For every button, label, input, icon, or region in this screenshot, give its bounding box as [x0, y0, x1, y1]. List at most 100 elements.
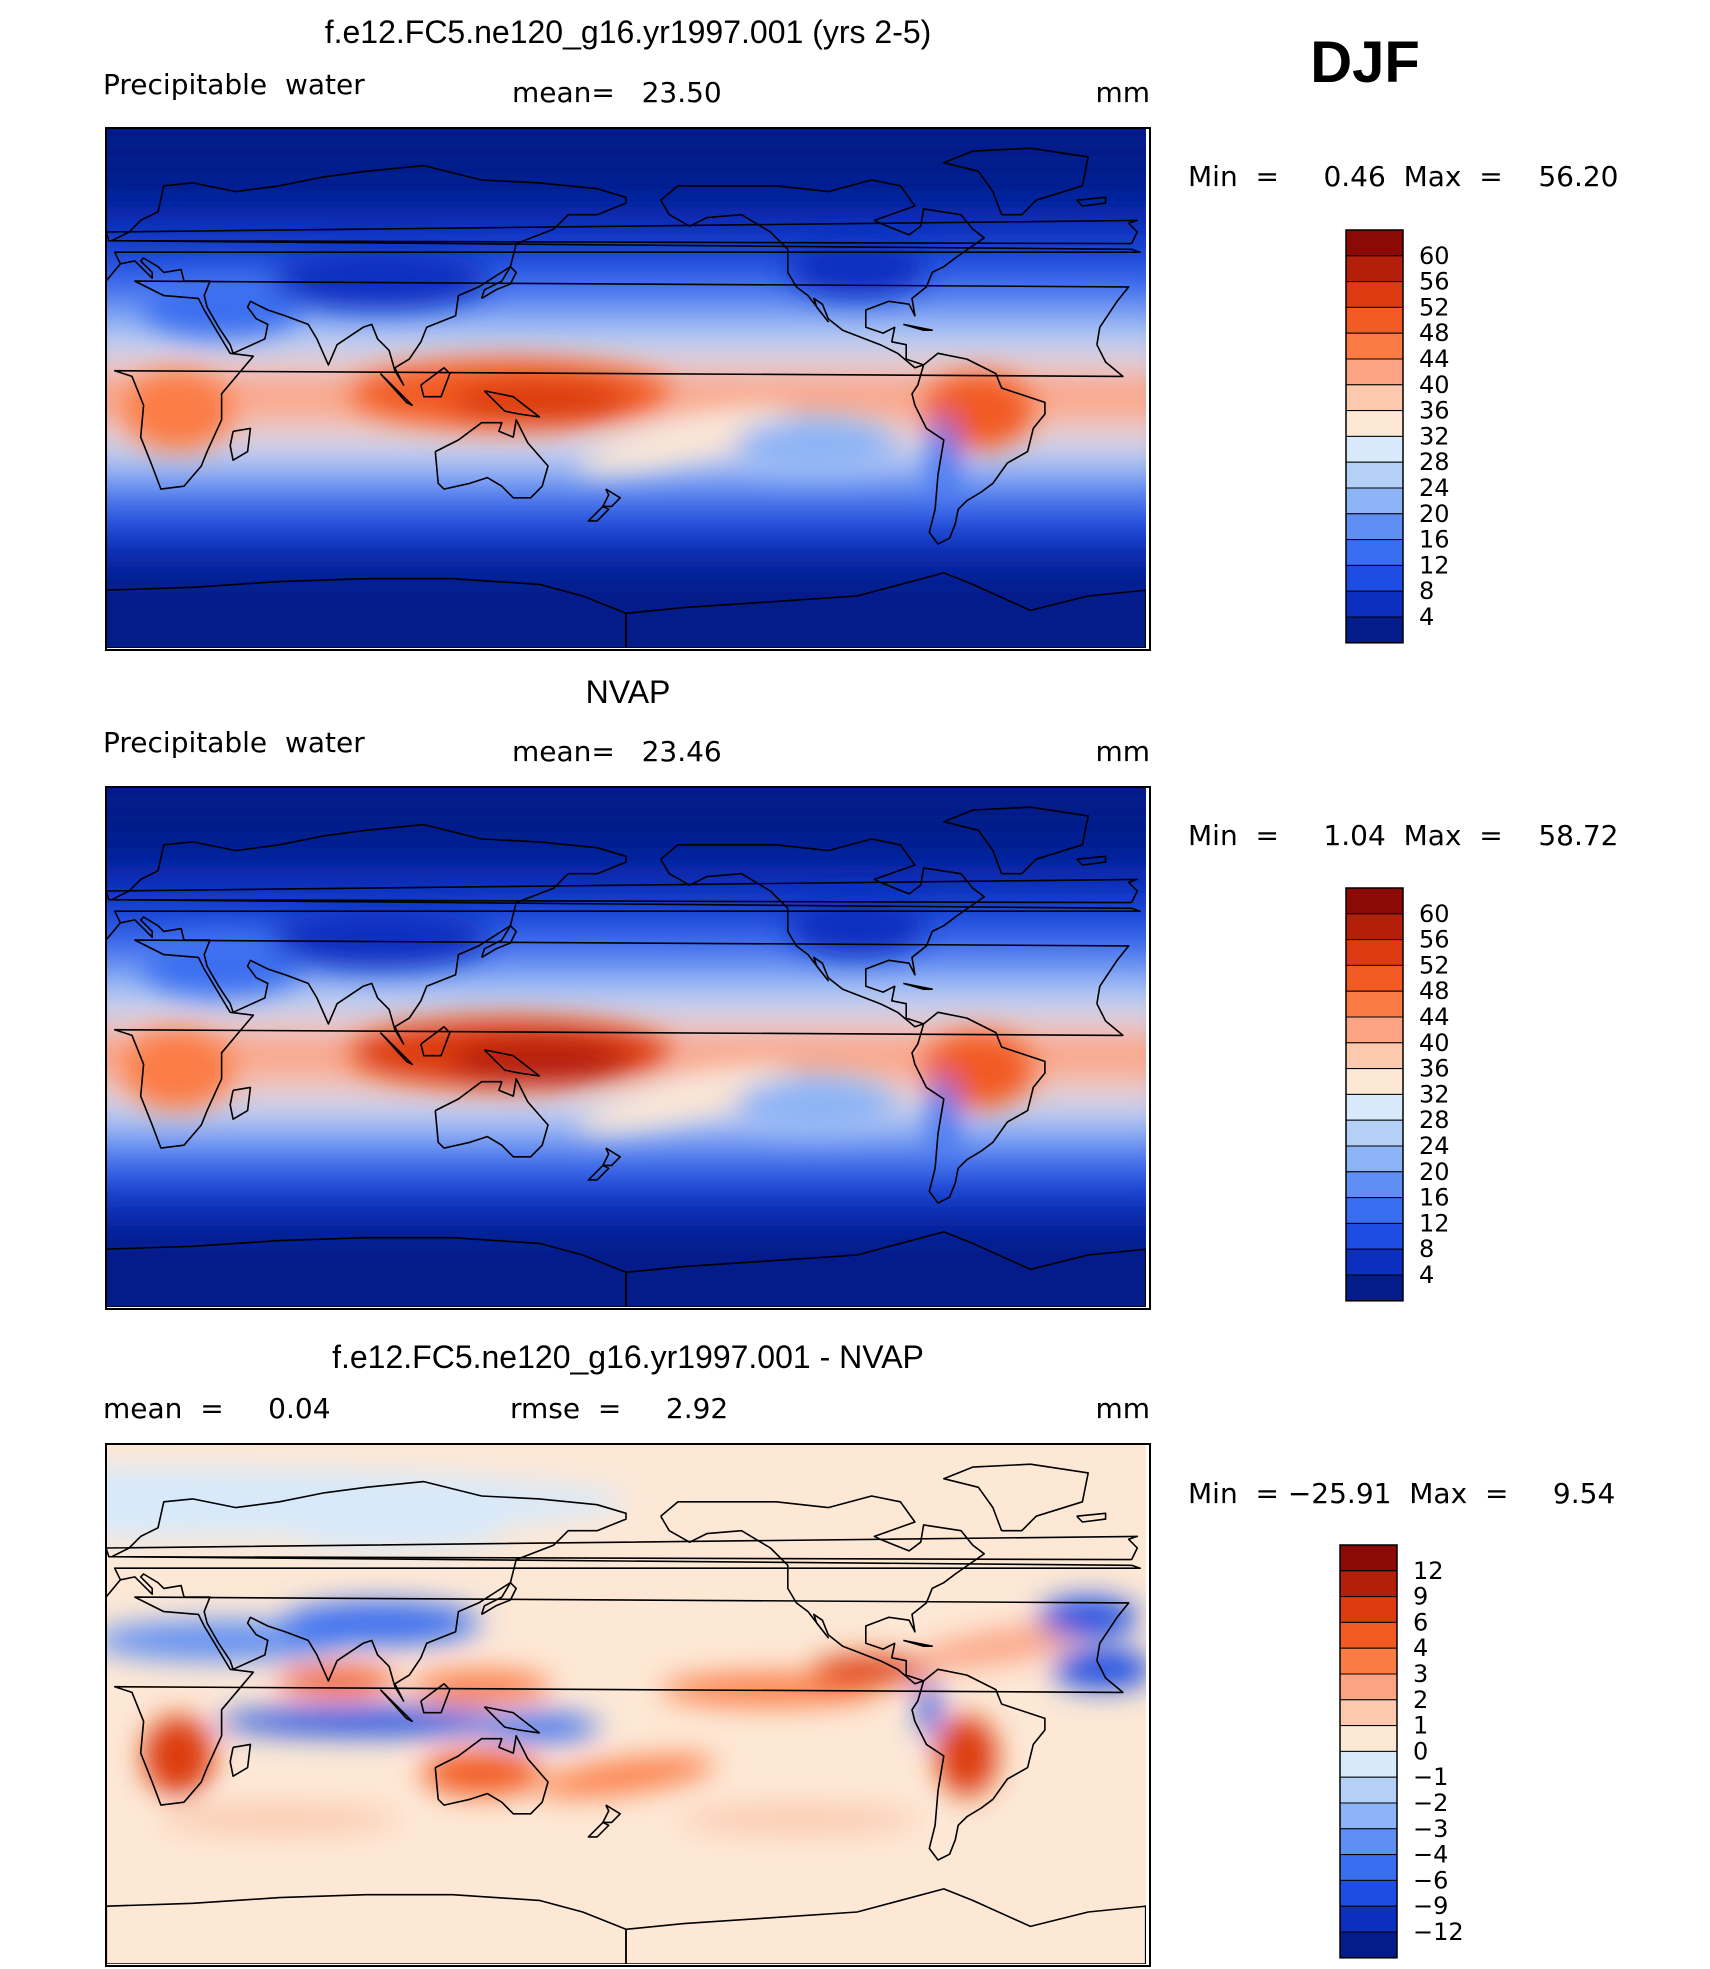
colorbar-tick-label: 24: [1419, 474, 1450, 502]
min-max-label: Min = −25.91 Max = 9.54: [1188, 1477, 1615, 1510]
colorbar-tick-label: 1: [1413, 1712, 1428, 1740]
map-frame: [105, 786, 1151, 1310]
colorbar-box: [1339, 1879, 1398, 1907]
colorbar-box: [1345, 1016, 1404, 1044]
colorbar-tick-label: 56: [1419, 926, 1450, 954]
coastline: [379, 373, 414, 407]
colorbar-box: [1345, 1274, 1404, 1302]
atlantic-pos: [912, 1624, 1091, 1669]
coastline: [106, 1535, 1139, 1561]
colorbar-box: [1345, 435, 1404, 463]
coastline: [106, 823, 1141, 1047]
colorbar-box: [1345, 255, 1404, 283]
coastline: [106, 1480, 1141, 1704]
coastline: [1076, 1512, 1107, 1523]
colorbar-box: [1339, 1596, 1398, 1623]
coastline: [483, 390, 541, 418]
panel-obs: NVAP Precipitable water mean= 23.46 mm M…: [103, 674, 1619, 1310]
colorbar-tick-label: 6: [1413, 1608, 1428, 1636]
na-dry: [787, 895, 928, 956]
colorbar-tick-label: 52: [1419, 951, 1450, 979]
colorbar-tick-label: 12: [1419, 551, 1450, 579]
field-features: [123, 236, 1034, 506]
coastline: [911, 1011, 1046, 1204]
field-bands: [106, 156, 1146, 562]
coastline: [587, 505, 610, 522]
colorbar-box: [1345, 539, 1404, 566]
field-band: [106, 1168, 1146, 1192]
map-area: [106, 787, 1146, 1307]
colorbar-tick-label: 16: [1419, 526, 1450, 554]
colorbar-tick-label: 2: [1413, 1686, 1428, 1714]
spcz-pos: [536, 1756, 716, 1797]
coastline: [379, 1032, 414, 1066]
colorbar-box: [1339, 1725, 1398, 1752]
coastline: [625, 572, 1146, 648]
colorbar-box: [1345, 306, 1404, 334]
coastline: [625, 1231, 1146, 1307]
colorbar-tick-label: 0: [1413, 1737, 1428, 1765]
colorbar-box: [1345, 564, 1404, 592]
coastline: [660, 179, 986, 369]
coastline: [911, 352, 1046, 545]
pacific-neg: [479, 1713, 600, 1742]
colorbar-box: [1345, 332, 1404, 360]
field-band: [106, 1151, 1146, 1169]
coastline: [660, 838, 986, 1028]
colorbar-tick-label: −6: [1413, 1866, 1448, 1894]
colorbar-tick-label: −12: [1413, 1918, 1464, 1946]
colorbar-box: [1345, 384, 1404, 412]
colorbar-frame: [1339, 1544, 1398, 1959]
indian-pos: [277, 1666, 398, 1695]
mean-label: mean= 23.46: [512, 735, 722, 768]
colorbar-box: [1339, 1699, 1398, 1727]
colorbar-box: [1345, 1145, 1404, 1173]
coastline: [602, 488, 622, 508]
andes-dry: [929, 1074, 958, 1165]
africa-pos: [143, 1716, 214, 1796]
min-max-label: Min = 1.04 Max = 58.72: [1188, 819, 1619, 852]
spcz: [576, 1066, 791, 1132]
tibet-dry: [270, 248, 491, 309]
south-pac-pos: [679, 1805, 920, 1834]
coastline: [379, 1689, 414, 1723]
coastline: [106, 577, 627, 648]
coastline: [106, 164, 1141, 388]
colorbar-tick-label: 56: [1419, 268, 1450, 296]
colorbar-box: [1345, 1093, 1404, 1121]
colorbar-frame: [1345, 229, 1404, 644]
colorbar-tick-label: −3: [1413, 1815, 1448, 1843]
colorbar-box: [1345, 461, 1404, 489]
colorbar-tick-label: 8: [1419, 1235, 1434, 1263]
colorbar-tick-label: −9: [1413, 1892, 1448, 1920]
colorbar-tick-label: 36: [1419, 397, 1450, 425]
colorbar-tick-label: 4: [1419, 1261, 1434, 1289]
field-features: [123, 895, 1034, 1165]
coastline: [911, 1668, 1046, 1861]
colorbar-tick-label: 4: [1419, 603, 1434, 631]
colorbar-box: [1339, 1647, 1398, 1675]
siberia-neg: [284, 1510, 505, 1551]
map-area: [106, 1444, 1146, 1964]
coastline: [903, 1639, 934, 1647]
australia-pos: [421, 1751, 542, 1796]
map-frame: [105, 1443, 1151, 1967]
colorbar-box: [1345, 1171, 1404, 1199]
colorbar-tick-label: 52: [1419, 293, 1450, 321]
colorbar-tick-label: 28: [1419, 1106, 1450, 1134]
coastline: [113, 280, 1130, 490]
coastline: [420, 1683, 451, 1714]
colorbar-tick-label: 9: [1413, 1583, 1428, 1611]
coastline: [602, 1147, 622, 1167]
colorbar-tick-label: −1: [1413, 1763, 1448, 1791]
wp-pos: [411, 1670, 552, 1703]
colorbar-tick-label: 36: [1419, 1055, 1450, 1083]
andes-neg: [919, 1681, 940, 1738]
colorbar-box: [1339, 1905, 1398, 1933]
colorbar-tick-label: 32: [1419, 422, 1450, 450]
coastline: [903, 323, 934, 331]
